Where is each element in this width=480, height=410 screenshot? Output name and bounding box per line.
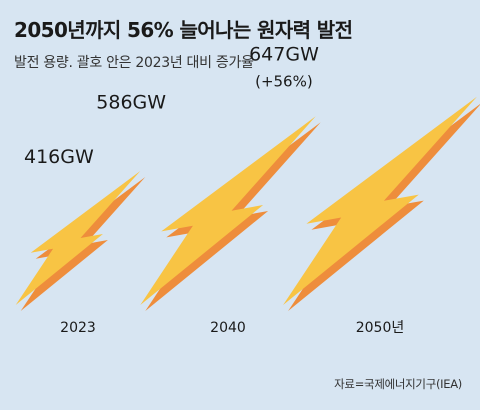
value-label: 416GW [24, 146, 94, 168]
lightning-bolt-icon [15, 171, 141, 305]
growth-annotation: (+56%) [255, 73, 313, 91]
page-title: 2050년까지 56% 늘어나는 원자력 발전 [14, 18, 353, 42]
category-label: 2023 [60, 320, 96, 336]
bolt-bar-2040 [140, 116, 321, 311]
page-subtitle: 발전 용량. 괄호 안은 2023년 대비 증가율 [14, 55, 254, 71]
lightning-bolt-icon [283, 96, 477, 305]
source-note: 자료=국제에너지기구(IEA) [334, 377, 462, 391]
value-label: 647GW [249, 44, 319, 66]
bolt-bar-2023 [15, 171, 146, 311]
lightning-bolt-icon [140, 116, 316, 305]
category-label: 2040 [210, 320, 246, 336]
bolt-bar-2050년 [283, 96, 480, 311]
value-label: 586GW [96, 91, 166, 113]
category-label: 2050년 [356, 320, 405, 336]
